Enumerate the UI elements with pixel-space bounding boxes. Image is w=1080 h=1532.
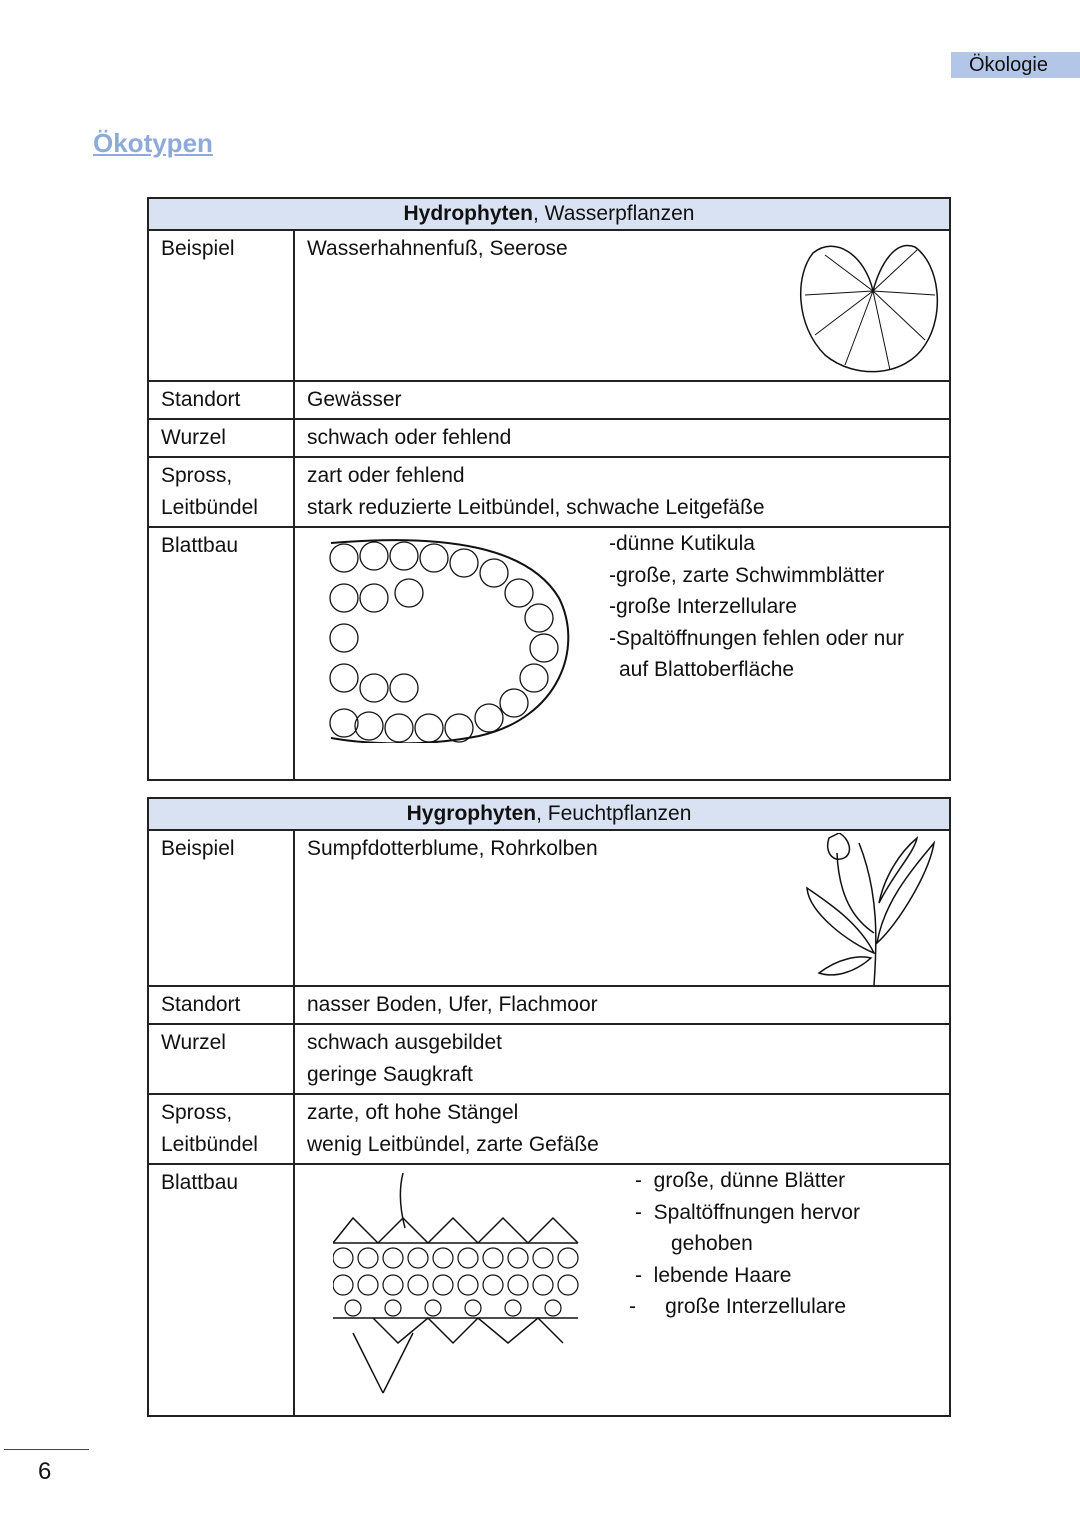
bullet-item: -dünne Kutikula (609, 532, 755, 555)
bullet-item: - Spaltöffnungen hervor gehoben (635, 1200, 860, 1256)
table-row: Blattbau - große, dünne Blätter (147, 1163, 951, 1417)
footer-divider (4, 1449, 89, 1450)
table-heading: Hydrophyten, Wasserpflanzen (147, 197, 951, 231)
bullet-item: - große, dünne Blätter (635, 1169, 846, 1192)
table-row: Standort nasser Boden, Ufer, Flachmoor (147, 985, 951, 1025)
chapter-tag: Ökologie (951, 52, 1080, 78)
table-row: Blattbau -dünne Kutikula -große, zarte S… (147, 526, 951, 781)
bullet-item: -Spaltöffnungen fehlen oder nur auf Blat… (609, 626, 905, 682)
table-row: Beispiel Sumpfdotterblume, Rohrkolben (147, 829, 951, 987)
marsh-marigold-illustration (806, 833, 936, 985)
bullet-item: - lebende Haare (635, 1263, 792, 1287)
table-row: Spross, Leitbündel zart oder fehlend stark… (147, 456, 951, 528)
leaf-cross-section-illustration (329, 539, 570, 743)
table-row: Wurzel schwach ausgebildet geringe Saugkra… (147, 1023, 951, 1095)
table-row: Standort Gewässer (147, 380, 951, 420)
table-heading: Hygrophyten, Feuchtpflanzen (147, 797, 951, 831)
hygrophyten-table: Hygrophyten, Feuchtpflanzen Beispiel Sum… (147, 797, 951, 1417)
bullet-item: -große Interzellulare (609, 595, 797, 618)
bullet-item: - große Interzellulare (629, 1295, 847, 1318)
table-row: Wurzel schwach oder fehlend (147, 418, 951, 458)
water-lily-leaf-illustration (799, 244, 938, 373)
hydrophyten-table: Hydrophyten, Wasserpflanzen Beispiel Was… (147, 197, 951, 781)
page-number: 6 (38, 1458, 52, 1485)
bullet-item: -große, zarte Schwimmblätter (609, 563, 885, 587)
hygrophyte-leaf-section-illustration (333, 1173, 579, 1394)
table-row: Beispiel Wasserhahnenfuß, Seerose (147, 229, 951, 382)
page-title: Ökotypen (93, 128, 213, 158)
table-row: Spross, Leitbündel zarte, oft hohe Stänge… (147, 1093, 951, 1165)
